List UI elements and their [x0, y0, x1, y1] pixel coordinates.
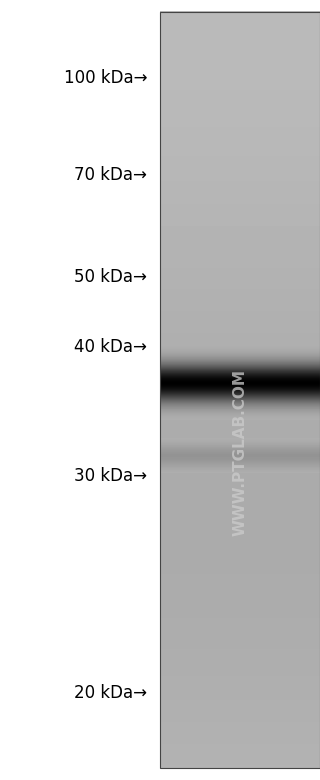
Text: 70 kDa→: 70 kDa→: [74, 166, 147, 185]
Text: 30 kDa→: 30 kDa→: [74, 466, 147, 485]
Text: 40 kDa→: 40 kDa→: [74, 338, 147, 356]
Text: 50 kDa→: 50 kDa→: [74, 268, 147, 286]
Text: WWW.PTGLAB.COM: WWW.PTGLAB.COM: [233, 369, 247, 536]
Text: 100 kDa→: 100 kDa→: [64, 69, 147, 87]
Bar: [160, 12, 320, 768]
Text: 20 kDa→: 20 kDa→: [74, 683, 147, 702]
